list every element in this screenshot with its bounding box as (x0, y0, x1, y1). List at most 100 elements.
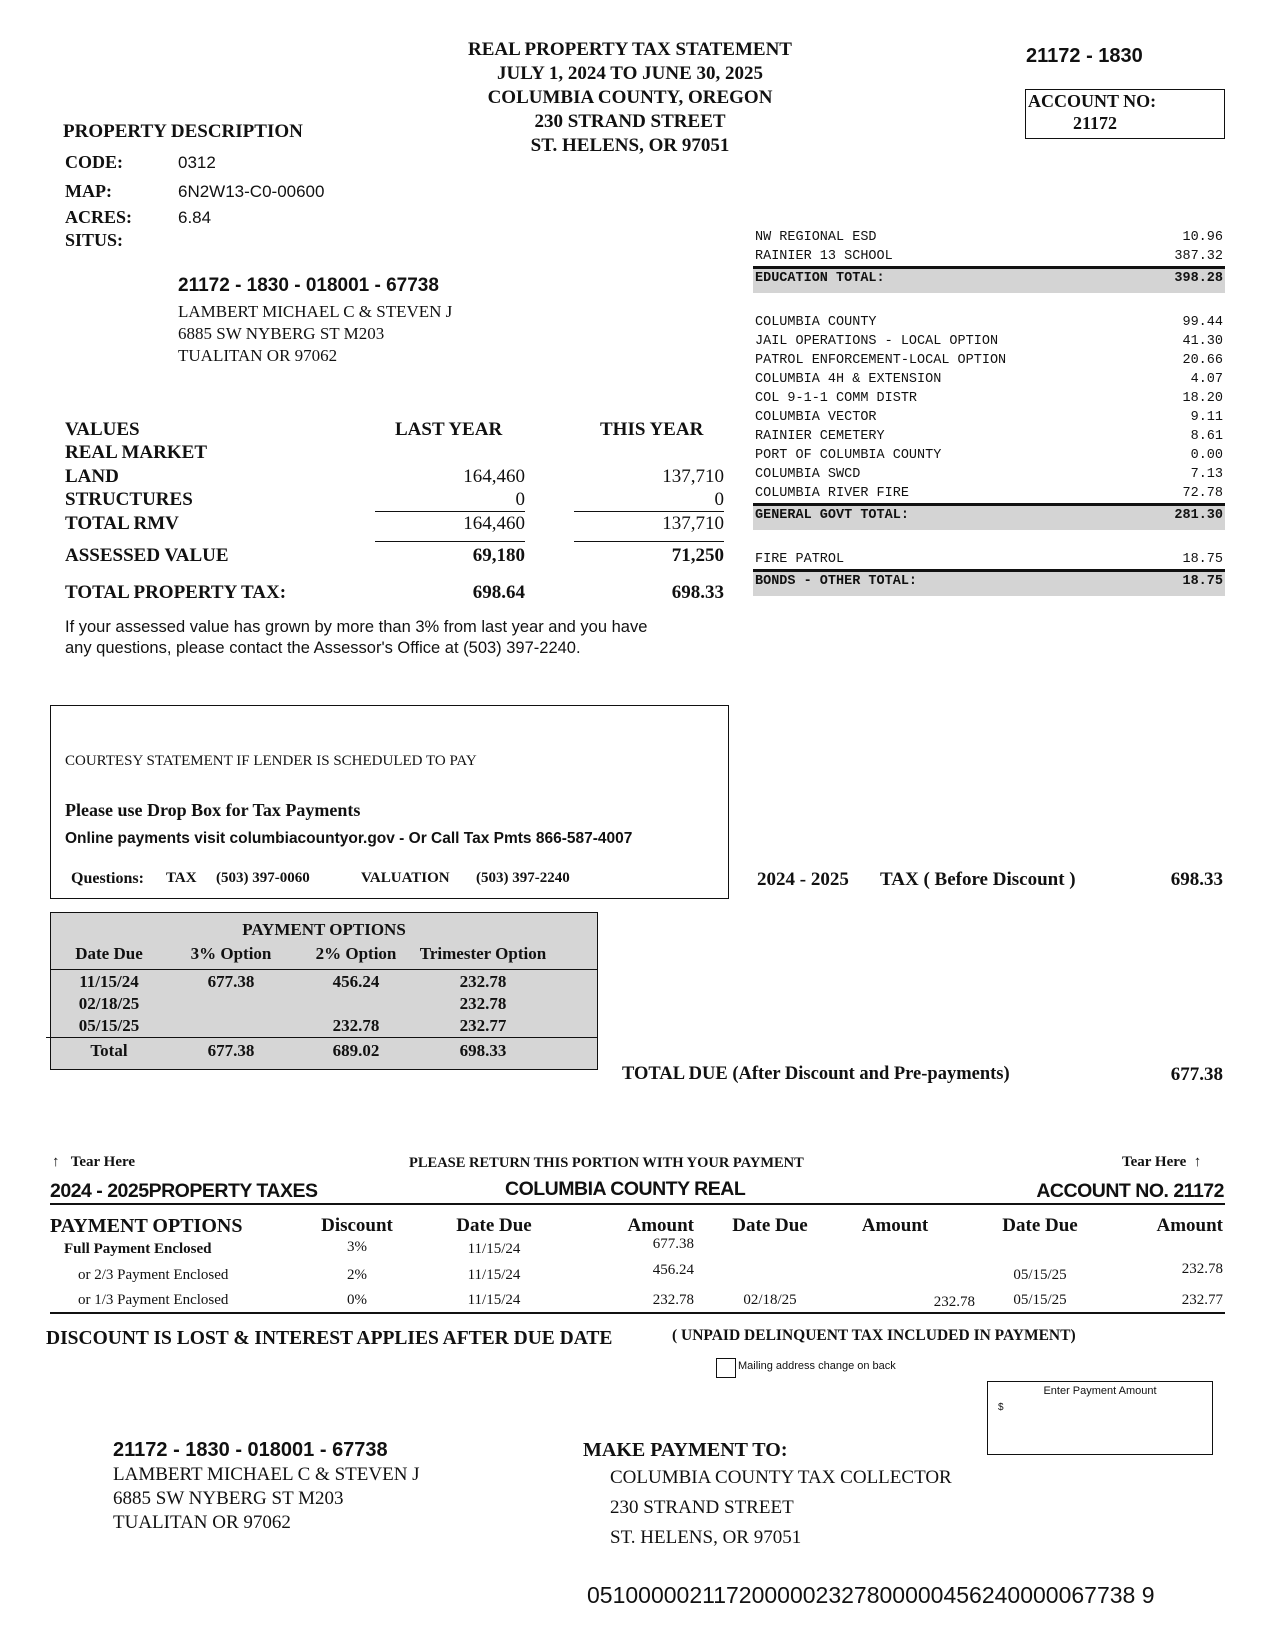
payment-option-cell: 05/15/25 (78, 1016, 140, 1035)
title-line: REAL PROPERTY TAX STATEMENT (468, 39, 792, 60)
before-discount-amount: 698.33 (1170, 869, 1223, 890)
district-name: PORT OF COLUMBIA COUNTY (755, 448, 942, 463)
tear-here-label: Tear Here (70, 1154, 136, 1170)
owner-line: LAMBERT MICHAEL C & STEVEN J (178, 302, 453, 321)
stub-header: PAYMENT OPTIONS (50, 1215, 243, 1237)
title-line: ST. HELENS, OR 97051 (530, 135, 730, 156)
owner-line: TUALITAN OR 97062 (113, 1512, 291, 1533)
stub-cell: 11/15/24 (467, 1292, 521, 1308)
total-amount: 398.28 (1174, 271, 1223, 286)
district-amount: 41.30 (1182, 334, 1223, 349)
courtesy-box: COURTESY STATEMENT IF LENDER IS SCHEDULE… (50, 705, 729, 899)
total-due-label: TOTAL DUE (After Discount and Pre-paymen… (622, 1064, 1010, 1084)
payment-option-cell: 232.78 (459, 994, 507, 1013)
property-description-heading: PROPERTY DESCRIPTION (63, 121, 303, 142)
tax-row: RAINIER CEMETERY 8.61 (753, 427, 1225, 446)
land-last: 164,460 (463, 466, 525, 487)
total-tax-this: 698.33 (671, 582, 724, 603)
scanline: 0510000021172000002327800000456240000067… (587, 1582, 1155, 1608)
owner-line: LAMBERT MICHAEL C & STEVEN J (113, 1464, 420, 1485)
tax-row: PATROL ENFORCEMENT-LOCAL OPTION 20.66 (753, 351, 1225, 370)
stub-cell: 2% (347, 1267, 367, 1283)
tax-contact-phone: (503) 397-0060 (216, 870, 310, 886)
stub-header: Amount (627, 1215, 694, 1236)
district-amount: 4.07 (1190, 372, 1223, 387)
owner-id: 21172 - 1830 - 018001 - 67738 (178, 275, 439, 296)
stub-owner-address: LAMBERT MICHAEL C & STEVEN J 6885 SW NYB… (113, 1463, 420, 1535)
district-name: JAIL OPERATIONS - LOCAL OPTION (755, 334, 999, 349)
delinquent-note: ( UNPAID DELINQUENT TAX INCLUDED IN PAYM… (672, 1327, 1076, 1344)
district-name: COLUMBIA 4H & EXTENSION (755, 372, 942, 387)
mailing-address-change-checkbox[interactable] (716, 1358, 736, 1378)
payee-line: COLUMBIA COUNTY TAX COLLECTOR (610, 1467, 952, 1488)
stub-cell: 3% (347, 1239, 367, 1255)
tax-row: COLUMBIA 4H & EXTENSION 4.07 (753, 370, 1225, 389)
discount-warning: DISCOUNT IS LOST & INTEREST APPLIES AFTE… (46, 1328, 613, 1349)
district-amount: 99.44 (1182, 315, 1223, 330)
divider (51, 969, 597, 970)
tax-row: COLUMBIA VECTOR 9.11 (753, 408, 1225, 427)
tax-row: PORT OF COLUMBIA COUNTY 0.00 (753, 446, 1225, 465)
payment-total-cell: 677.38 (207, 1041, 255, 1060)
trimester-option-header: Trimester Option (419, 944, 547, 963)
payment-option-cell: 11/15/24 (79, 972, 139, 991)
payment-total-cell: 698.33 (459, 1041, 507, 1060)
payee-address: COLUMBIA COUNTY TAX COLLECTOR 230 STRAND… (610, 1463, 952, 1553)
stub-cell: 05/15/25 (1013, 1292, 1067, 1308)
arrow-up-icon: ↑ (52, 1154, 60, 1170)
payee-line: 230 STRAND STREET (610, 1497, 794, 1518)
total-rmv-this: 137,710 (662, 513, 724, 534)
payment-total-cell: 689.02 (332, 1041, 380, 1060)
acres-value: 6.84 (178, 208, 212, 227)
stub-header: Date Due (1002, 1215, 1078, 1236)
district-name: RAINIER CEMETERY (755, 429, 885, 444)
code-label: CODE: (65, 152, 123, 172)
tax-year: 2024 - 2025 (757, 869, 849, 890)
online-payments-link[interactable]: Online payments visit columbiacountyor.g… (65, 830, 633, 847)
owner-line: 6885 SW NYBERG ST M203 (113, 1488, 344, 1509)
tear-here-label: Tear Here (1122, 1154, 1187, 1170)
divider (46, 1037, 597, 1038)
total-tax-label: TOTAL PROPERTY TAX: (65, 582, 287, 603)
district-amount: 72.78 (1182, 486, 1223, 501)
account-label: ACCOUNT NO: (1028, 91, 1157, 111)
divider (574, 541, 724, 542)
district-amount: 18.20 (1182, 391, 1223, 406)
district-name: COLUMBIA SWCD (755, 467, 861, 482)
owner-line: TUALITAN OR 97062 (178, 346, 338, 365)
structures-label: STRUCTURES (65, 489, 193, 510)
stub-cell: 0% (347, 1292, 367, 1308)
stub-cell: 232.78 (652, 1292, 694, 1308)
tax-row: COLUMBIA SWCD 7.13 (753, 465, 1225, 484)
district-name: COLUMBIA VECTOR (755, 410, 877, 425)
district-name: RAINIER 13 SCHOOL (755, 249, 893, 264)
payment-amount-field[interactable]: Enter Payment Amount $ (987, 1381, 1213, 1455)
payment-option-cell: 232.78 (332, 1016, 380, 1035)
stub-header: Amount (1156, 1215, 1223, 1236)
district-amount: 7.13 (1190, 467, 1223, 482)
make-payment-label: MAKE PAYMENT TO: (583, 1439, 788, 1461)
total-rmv-label: TOTAL RMV (65, 513, 179, 534)
map-label: MAP: (65, 181, 112, 201)
last-year-heading: LAST YEAR (395, 419, 503, 440)
arrow-up-icon: ↑ (1193, 1154, 1202, 1170)
payment-option-cell: 02/18/25 (78, 994, 140, 1013)
general-govt-total-row: GENERAL GOVT TOTAL: 281.30 (753, 504, 1225, 530)
district-amount: 8.61 (1190, 429, 1223, 444)
assessed-value-label: ASSESSED VALUE (65, 545, 229, 566)
total-tax-last: 698.64 (472, 582, 525, 603)
payment-options-title: PAYMENT OPTIONS (242, 920, 406, 939)
stub-cell: 677.38 (652, 1236, 694, 1252)
this-year-heading: THIS YEAR (600, 419, 704, 440)
stub-account-number: ACCOUNT NO. 21172 (1036, 1180, 1224, 1202)
questions-label: Questions: (71, 870, 144, 887)
payment-amount-label: Enter Payment Amount (1043, 1385, 1157, 1397)
district-amount: 387.32 (1174, 249, 1223, 264)
tax-row: COLUMBIA COUNTY 99.44 (753, 313, 1225, 332)
total-label: EDUCATION TOTAL: (755, 271, 885, 286)
payment-option-cell: 456.24 (332, 972, 380, 991)
divider (574, 511, 724, 512)
stub-header: Discount (321, 1215, 393, 1236)
tax-row: NW REGIONAL ESD 10.96 (753, 228, 1225, 247)
district-amount: 18.75 (1182, 552, 1223, 567)
